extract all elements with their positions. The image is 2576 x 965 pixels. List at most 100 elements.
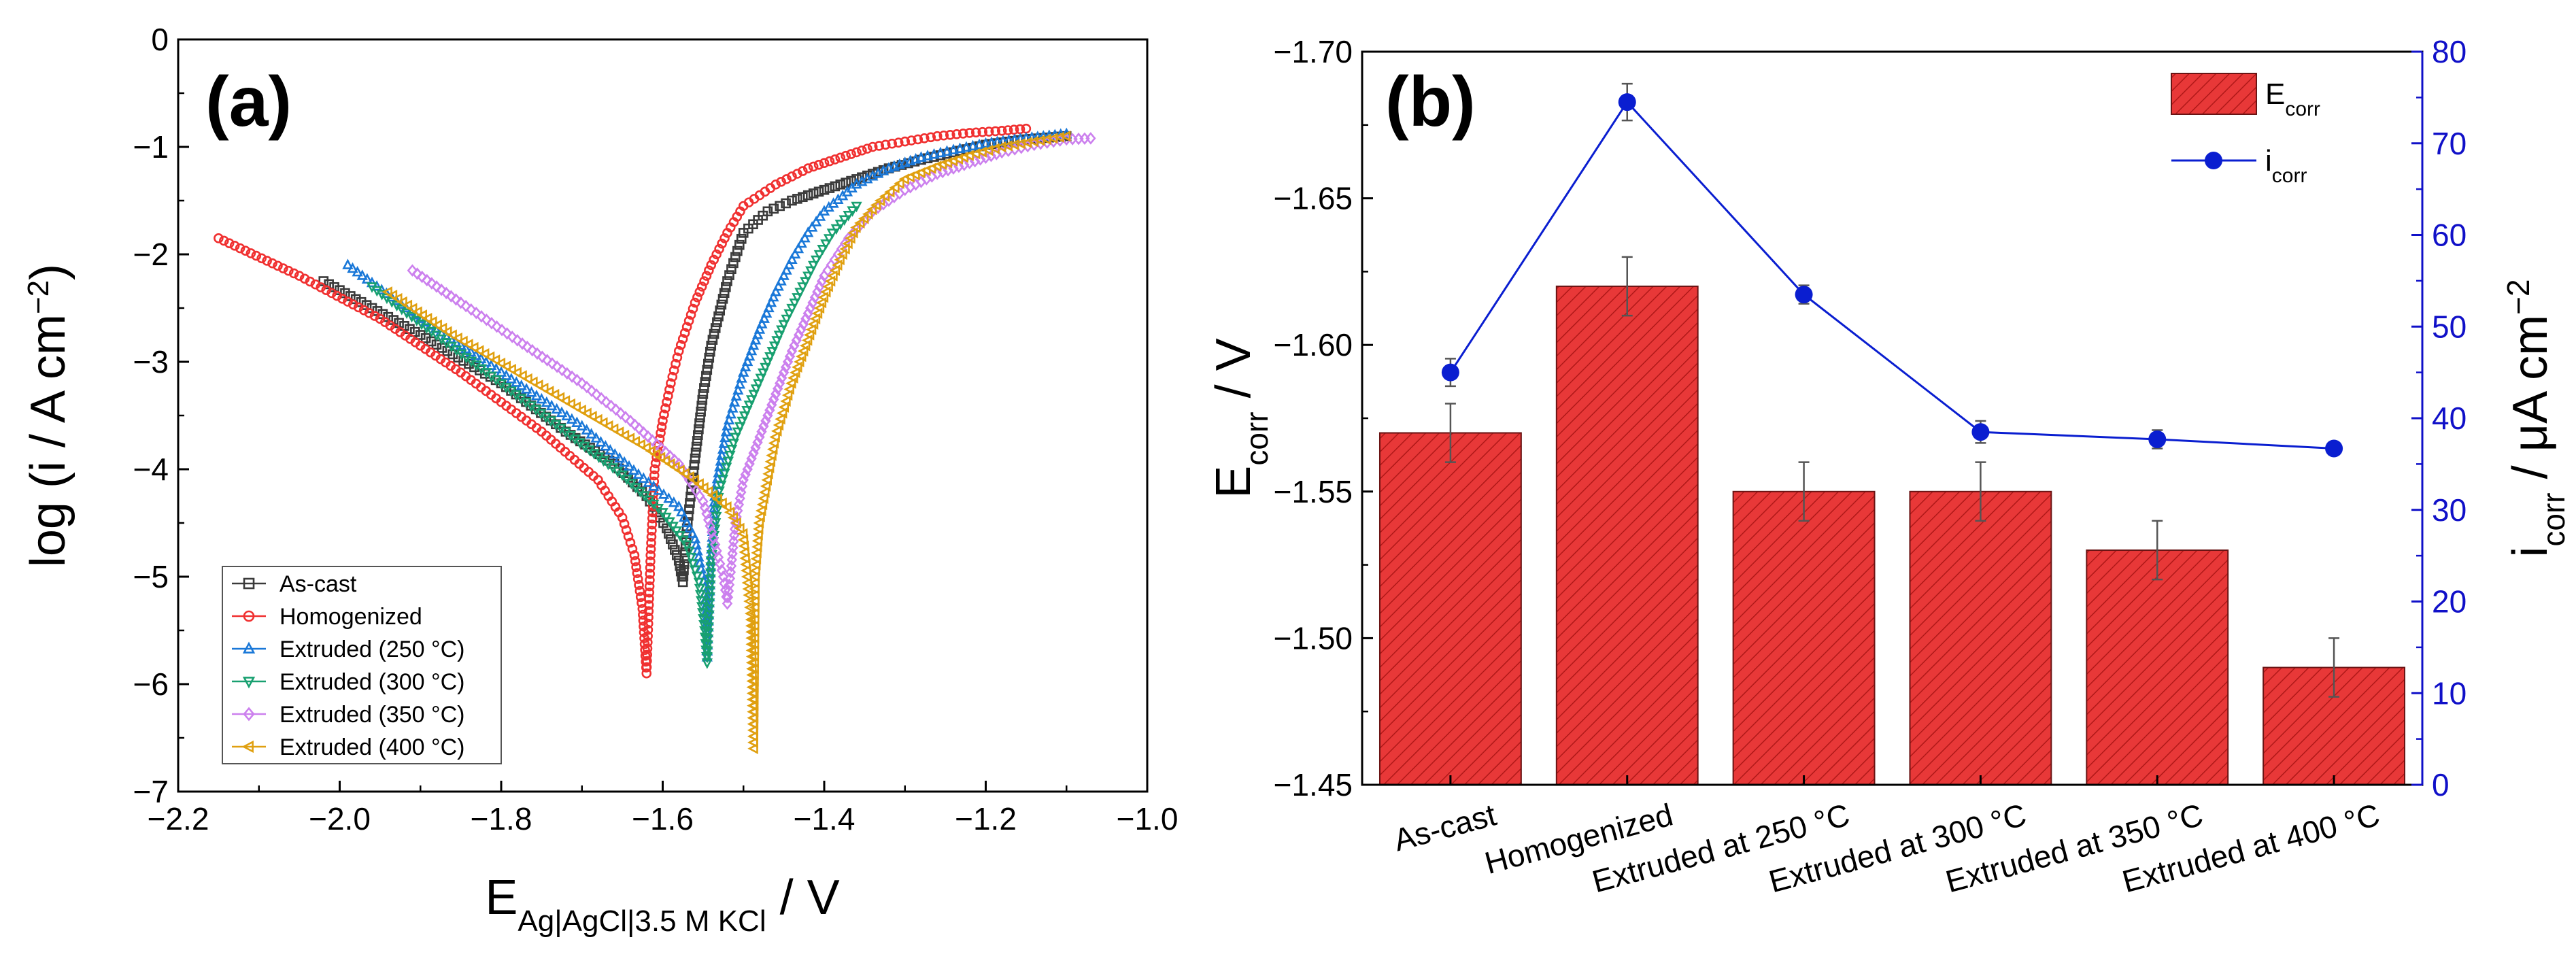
data-point (745, 614, 756, 626)
data-point (516, 370, 527, 382)
data-point (900, 136, 911, 147)
data-point (675, 340, 686, 350)
data-point (446, 329, 457, 341)
data-point (736, 233, 747, 244)
data-point (756, 498, 768, 511)
data-point (559, 395, 571, 407)
data-point (894, 177, 904, 189)
data-point (353, 302, 364, 313)
data-point (522, 373, 532, 385)
data-point (687, 559, 699, 570)
y-tick-label: −5 (133, 559, 169, 594)
data-point (685, 491, 696, 502)
data-point (778, 401, 790, 413)
data-point (705, 520, 715, 532)
data-point (411, 306, 422, 318)
data-point (711, 544, 722, 558)
data-point (693, 478, 704, 490)
data-point (835, 152, 846, 163)
data-point (686, 527, 698, 538)
data-point (775, 413, 785, 425)
data-point (793, 356, 804, 368)
data-point (889, 182, 900, 194)
data-point (526, 343, 538, 357)
right-y-axis-title-unit: / μA cm (2503, 315, 2558, 493)
right-y-tick-label: 0 (2432, 767, 2450, 802)
data-point (701, 507, 712, 520)
data-point (720, 426, 732, 437)
data-point (484, 351, 495, 362)
data-point (358, 305, 369, 316)
data-point (714, 460, 726, 472)
data-point (750, 553, 762, 564)
data-point (954, 142, 966, 153)
data-point (980, 137, 992, 148)
data-point (666, 378, 676, 388)
data-point (536, 392, 547, 404)
data-point (740, 360, 751, 372)
data-point (618, 456, 630, 467)
data-point (813, 160, 824, 170)
data-point (595, 436, 607, 447)
x-tick-label: −1.2 (955, 801, 1017, 836)
data-point (766, 450, 777, 461)
data-point (728, 541, 739, 554)
data-point (748, 681, 759, 693)
data-point (452, 332, 462, 344)
y-tick-label: −1 (133, 129, 169, 165)
icorr-point (1618, 93, 1636, 112)
icorr-line (1449, 100, 2335, 450)
data-point (870, 199, 881, 211)
data-point (721, 282, 731, 292)
data-point (645, 445, 656, 457)
data-point (700, 377, 711, 387)
data-point (614, 452, 626, 463)
data-point (638, 472, 649, 483)
data-point (802, 163, 813, 173)
data-point (386, 290, 398, 301)
data-point (798, 166, 808, 176)
x-tick-label: −2.0 (309, 801, 371, 836)
data-point (634, 579, 644, 590)
data-point (581, 407, 592, 419)
data-point (401, 299, 413, 311)
data-point (679, 559, 690, 569)
data-point (681, 516, 693, 528)
panel-label-a: (a) (205, 63, 292, 141)
data-point (970, 127, 981, 138)
data-point (741, 405, 753, 417)
data-point (866, 204, 877, 216)
data-point (267, 258, 277, 269)
data-point (765, 296, 777, 307)
data-point (643, 476, 654, 487)
data-point (706, 260, 717, 271)
data-point (643, 600, 654, 610)
data-point (668, 365, 679, 375)
data-point (496, 324, 507, 337)
data-point (808, 188, 819, 199)
data-point (745, 651, 757, 662)
data-point (746, 669, 757, 681)
legend-item-label: Extruded (250 °C) (279, 637, 465, 662)
data-point (982, 144, 994, 156)
data-point (716, 497, 727, 509)
data-point (874, 141, 885, 151)
data-point (919, 133, 930, 143)
data-point (758, 312, 770, 323)
legend-item-label: Extruded (300 °C) (279, 669, 465, 695)
x-ticks: −2.2 −2.0 −1.8 −1.6 −1.4 −1.2 −1.0 (148, 781, 1178, 836)
data-point (305, 276, 316, 287)
data-point (829, 265, 841, 276)
data-point (701, 371, 711, 382)
bar-ecorr (1909, 490, 2052, 785)
right-y-axis-title-main: i (2503, 547, 2558, 558)
data-point (748, 645, 760, 656)
data-point (850, 222, 861, 233)
data-point (640, 442, 651, 454)
data-point (728, 258, 739, 269)
data-point (671, 358, 681, 369)
data-point (481, 314, 492, 326)
data-point (607, 423, 619, 435)
data-point (753, 379, 764, 390)
data-point (883, 186, 895, 198)
